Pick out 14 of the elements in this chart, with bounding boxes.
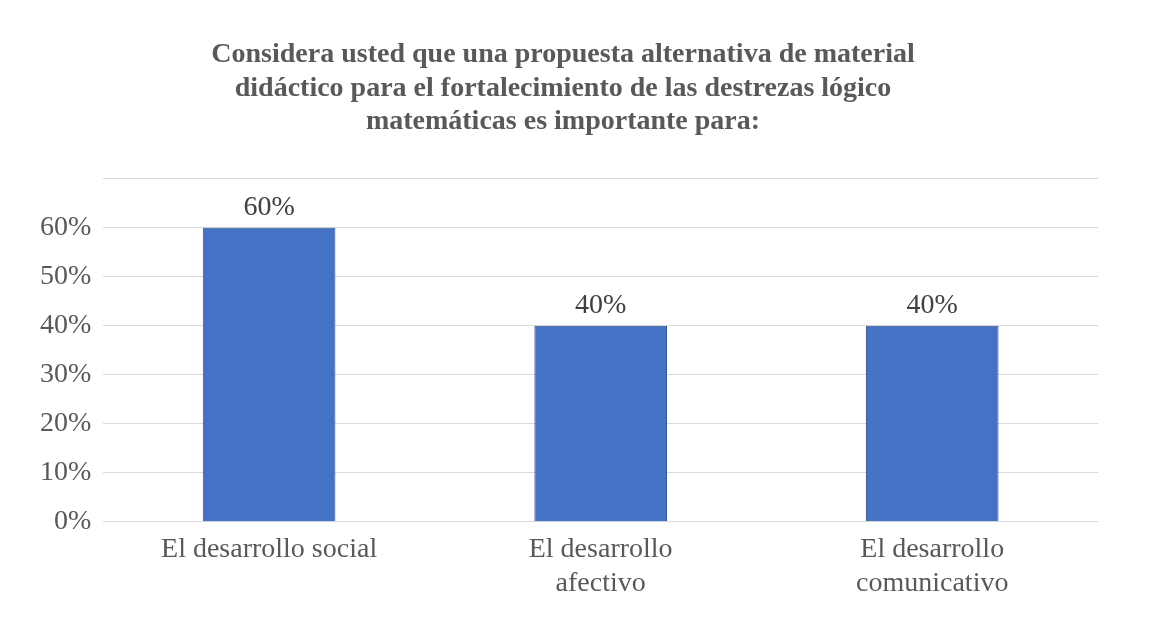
y-tick-label: 10% — [40, 455, 92, 487]
y-tick-label: 50% — [40, 259, 92, 291]
x-tick-label: El desarrollo comunicativo — [856, 531, 1009, 597]
y-tick-label: 20% — [40, 406, 92, 438]
chart-title: Considera usted que una propuesta alternativa de material didáctico para el fortalecimiento de las destrezas lógico matemáticas es importante para: — [211, 37, 915, 136]
x-tick-label: El desarrollo afectivo — [528, 531, 673, 597]
y-tick-label: 30% — [40, 357, 92, 389]
data-label: 40% — [906, 288, 958, 320]
y-tick-label: 40% — [40, 308, 92, 340]
y-tick-label: 0% — [54, 504, 92, 536]
data-label: 60% — [243, 190, 295, 222]
data-label: 40% — [575, 288, 627, 320]
x-tick-label: El desarrollo social — [161, 531, 378, 563]
y-tick-label: 60% — [40, 210, 92, 242]
